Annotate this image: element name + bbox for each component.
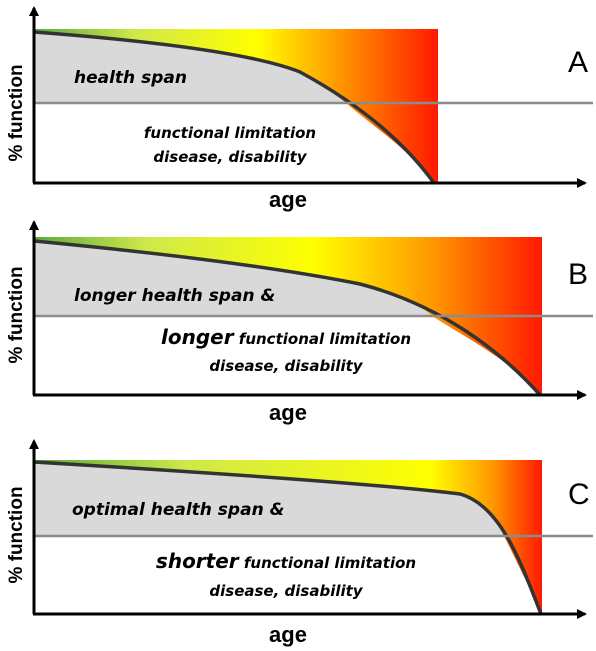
panel-c-healthspan-region [34,462,504,536]
panel-a-function-curve [33,30,436,185]
panel-a-limitation-region [34,103,434,183]
panel-c: % function age C optimal health span & s… [6,439,593,647]
panel-b-healthspan-region [34,241,432,316]
panel-b-limitation-text: longer functional limitation [161,325,411,349]
panel-a-letter: A [568,46,588,79]
panel-a-x-label: age [269,187,307,212]
panel-b-limitation-region [34,316,540,395]
panel-a-y-label: % function [6,64,27,161]
panel-a-limitation-text: functional limitation [144,124,316,142]
panel-c-disease-text: disease, disability [209,582,363,600]
panel-a-health-text: health span [74,68,187,88]
panel-b-y-label: % function [6,266,27,363]
panel-b-limitation-prefix: longer [161,325,235,349]
panel-b-disease-text: disease, disability [209,357,363,375]
panel-a-limitation-rest: functional limitation [144,124,316,142]
panel-b: % function age B longer health span & lo… [6,220,593,425]
panel-b-x-label: age [269,400,307,425]
panel-b-letter: B [568,258,588,291]
panel-a-healthspan-region [34,32,346,103]
panel-c-limitation-prefix: shorter [156,549,240,573]
panel-c-health-text: optimal health span & [72,500,284,520]
panel-c-limitation-rest: functional limitation [239,554,416,572]
panel-b-function-curve [33,239,542,397]
panel-a: % function age A health span functional … [6,6,593,212]
panel-c-limitation-region [34,536,541,614]
panel-b-limitation-rest: functional limitation [234,330,411,348]
panel-c-function-curve [33,460,543,615]
panel-c-limitation-text: shorter functional limitation [156,549,416,573]
panel-c-x-label: age [269,622,307,647]
panel-c-letter: C [568,478,590,511]
panel-a-disease-text: disease, disability [153,148,307,166]
panel-b-health-text: longer health span & [74,286,275,306]
panel-c-y-label: % function [6,486,27,583]
